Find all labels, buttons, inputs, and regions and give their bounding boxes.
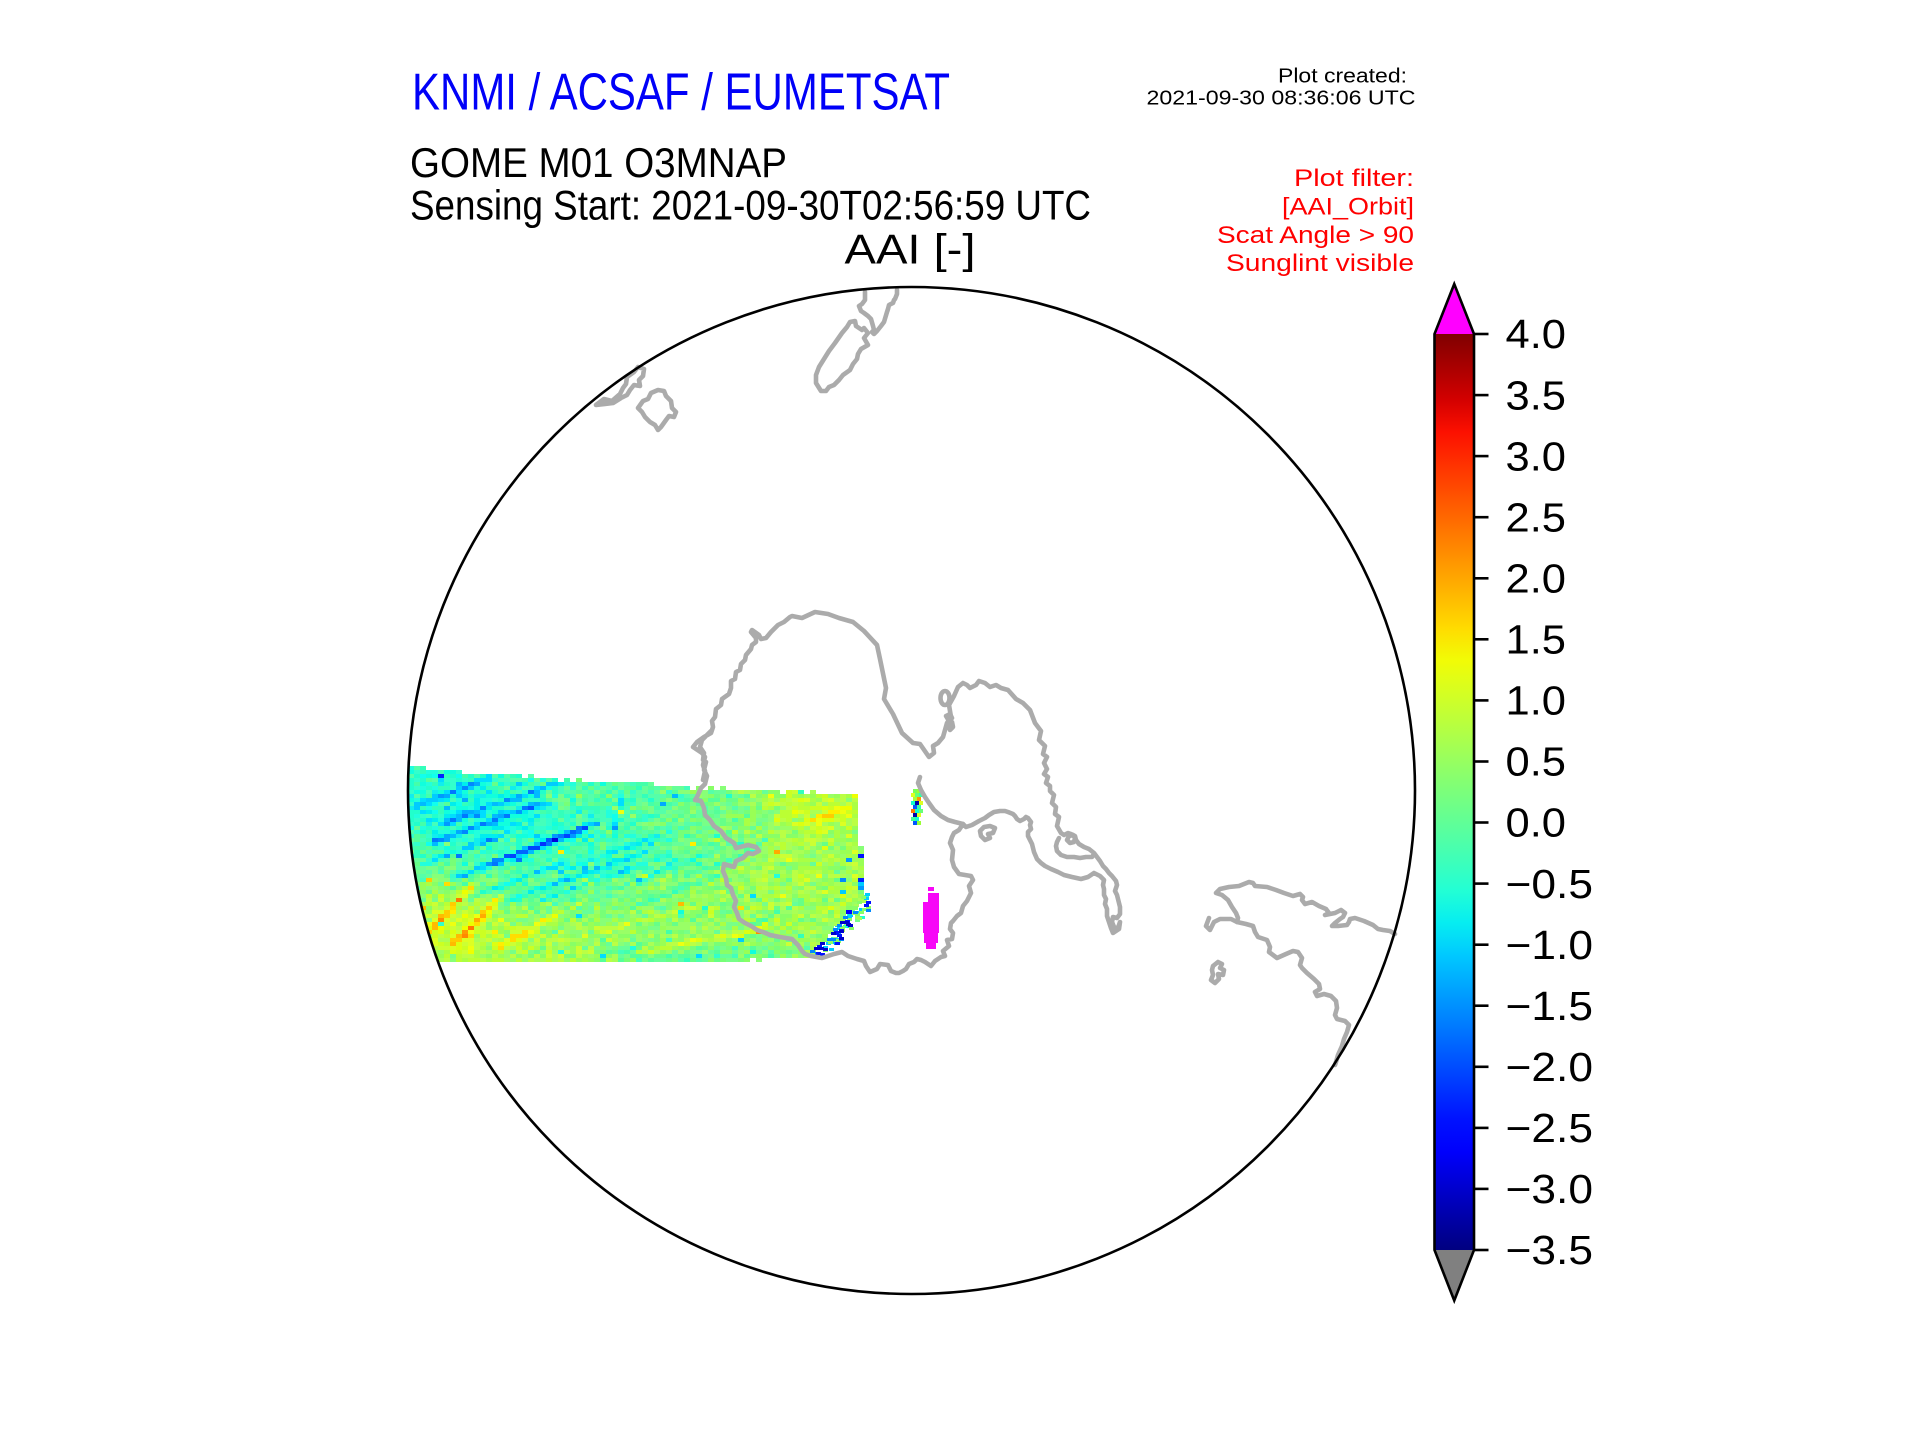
svg-text:−1.5: −1.5 bbox=[1506, 983, 1594, 1029]
svg-text:−0.5: −0.5 bbox=[1506, 861, 1594, 907]
svg-text:−3.5: −3.5 bbox=[1506, 1227, 1594, 1273]
svg-text:0.0: 0.0 bbox=[1506, 800, 1567, 846]
svg-text:2.5: 2.5 bbox=[1506, 494, 1567, 540]
svg-text:0.5: 0.5 bbox=[1506, 739, 1567, 785]
svg-text:GOME M01 O3MNAP: GOME M01 O3MNAP bbox=[410, 139, 787, 186]
svg-text:4.0: 4.0 bbox=[1506, 311, 1567, 357]
svg-text:AAI [-]: AAI [-] bbox=[845, 226, 976, 273]
svg-text:Sensing Start: 2021-09-30T02:5: Sensing Start: 2021-09-30T02:56:59 UTC bbox=[410, 182, 1091, 229]
svg-text:3.0: 3.0 bbox=[1506, 433, 1567, 479]
svg-text:2021-09-30 08:36:06 UTC: 2021-09-30 08:36:06 UTC bbox=[1147, 88, 1416, 110]
svg-text:Plot created:: Plot created: bbox=[1278, 66, 1407, 88]
svg-text:[AAI_Orbit]: [AAI_Orbit] bbox=[1282, 193, 1414, 220]
svg-text:1.0: 1.0 bbox=[1506, 678, 1567, 724]
svg-text:Plot filter:: Plot filter: bbox=[1294, 165, 1414, 192]
svg-text:Sunglint visible: Sunglint visible bbox=[1226, 250, 1414, 277]
svg-text:Scat Angle > 90: Scat Angle > 90 bbox=[1217, 222, 1414, 249]
svg-text:−3.0: −3.0 bbox=[1506, 1166, 1594, 1212]
svg-text:−1.0: −1.0 bbox=[1506, 922, 1594, 968]
svg-text:3.5: 3.5 bbox=[1506, 372, 1567, 418]
svg-text:KNMI / ACSAF / EUMETSAT: KNMI / ACSAF / EUMETSAT bbox=[412, 63, 950, 121]
svg-text:−2.0: −2.0 bbox=[1506, 1044, 1594, 1090]
svg-text:−2.5: −2.5 bbox=[1506, 1105, 1594, 1151]
svg-text:1.5: 1.5 bbox=[1506, 617, 1567, 663]
svg-text:2.0: 2.0 bbox=[1506, 556, 1567, 602]
